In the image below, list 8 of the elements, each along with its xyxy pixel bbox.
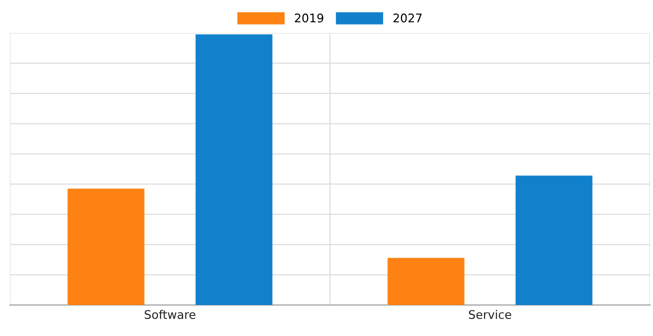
bar [196, 34, 272, 305]
legend-label: 2027 [393, 14, 422, 22]
legend-label: 2019 [294, 14, 324, 22]
bar [516, 176, 592, 305]
bar [388, 258, 464, 305]
x-tick-label: Service [468, 310, 512, 319]
x-tick-label: Software [144, 310, 196, 319]
bar [68, 188, 144, 305]
